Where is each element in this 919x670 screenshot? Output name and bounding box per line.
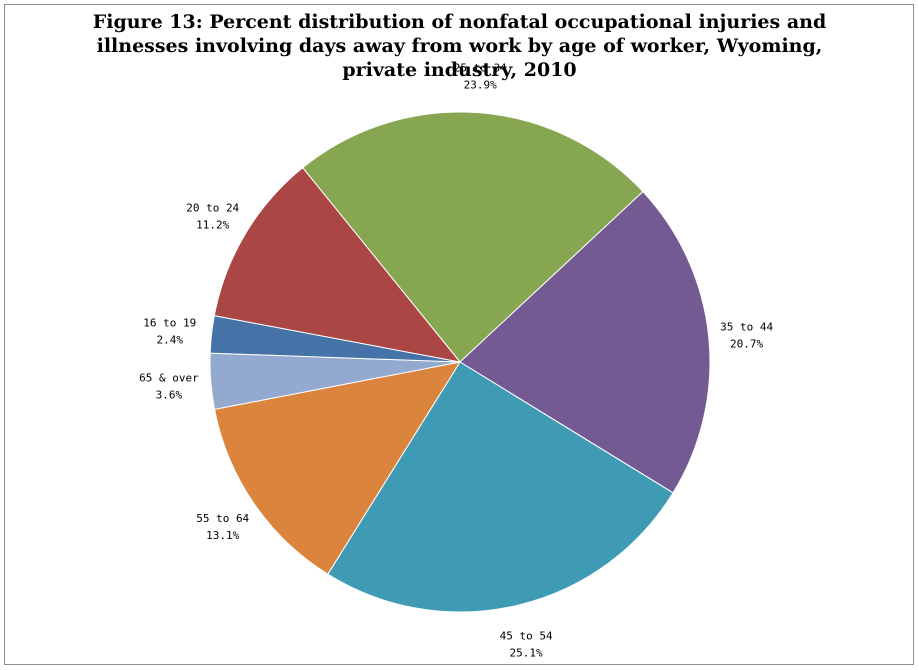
slice-label-group: 35 to 44 20.7% [720, 320, 773, 350]
slice-label-group: 25 to 34 23.9% [454, 62, 507, 92]
slice-label-name: 35 to 44 [720, 320, 773, 333]
pie-slice-35-to-44 [459, 190, 711, 494]
slice-label-group: 16 to 19 2.4% [143, 317, 196, 347]
slice-label-name: 55 to 64 [196, 512, 249, 525]
pie-slice-55-to-64 [213, 361, 462, 575]
slice-label-name: 65 & over [139, 372, 199, 385]
chart-title-line-1: Figure 13: Percent distribution of nonfa… [92, 11, 827, 33]
slice-label-value: 23.9% [464, 79, 497, 92]
slice-label-group: 45 to 54 25.1% [500, 629, 553, 659]
chart-title-line-2: illnesses involving days away from work … [96, 35, 823, 57]
slice-label-group: 65 & over 3.6% [139, 372, 199, 402]
pie-slice-45-to-54 [327, 361, 674, 613]
slice-label-value: 13.1% [206, 529, 239, 542]
slice-label-value: 3.6% [156, 389, 183, 402]
pie-slice-20-to-24 [213, 167, 462, 363]
slice-label-group: 55 to 64 13.1% [196, 512, 249, 542]
slice-label-value: 2.4% [157, 334, 184, 347]
slice-label-name: 16 to 19 [143, 317, 196, 330]
slice-label-value: 25.1% [510, 646, 543, 659]
slice-label-value: 11.2% [196, 218, 229, 231]
slice-label-name: 45 to 54 [500, 629, 553, 642]
chart-title: Figure 13: Percent distribution of nonfa… [0, 10, 919, 82]
slice-label-name: 20 to 24 [186, 201, 239, 214]
slice-label-group: 20 to 24 11.2% [186, 201, 239, 231]
chart-title-line-3: private industry, 2010 [342, 59, 577, 81]
slice-label-value: 20.7% [730, 337, 763, 350]
pie-slice-25-to-34 [301, 111, 644, 363]
slice-label-name: 25 to 34 [454, 62, 507, 75]
